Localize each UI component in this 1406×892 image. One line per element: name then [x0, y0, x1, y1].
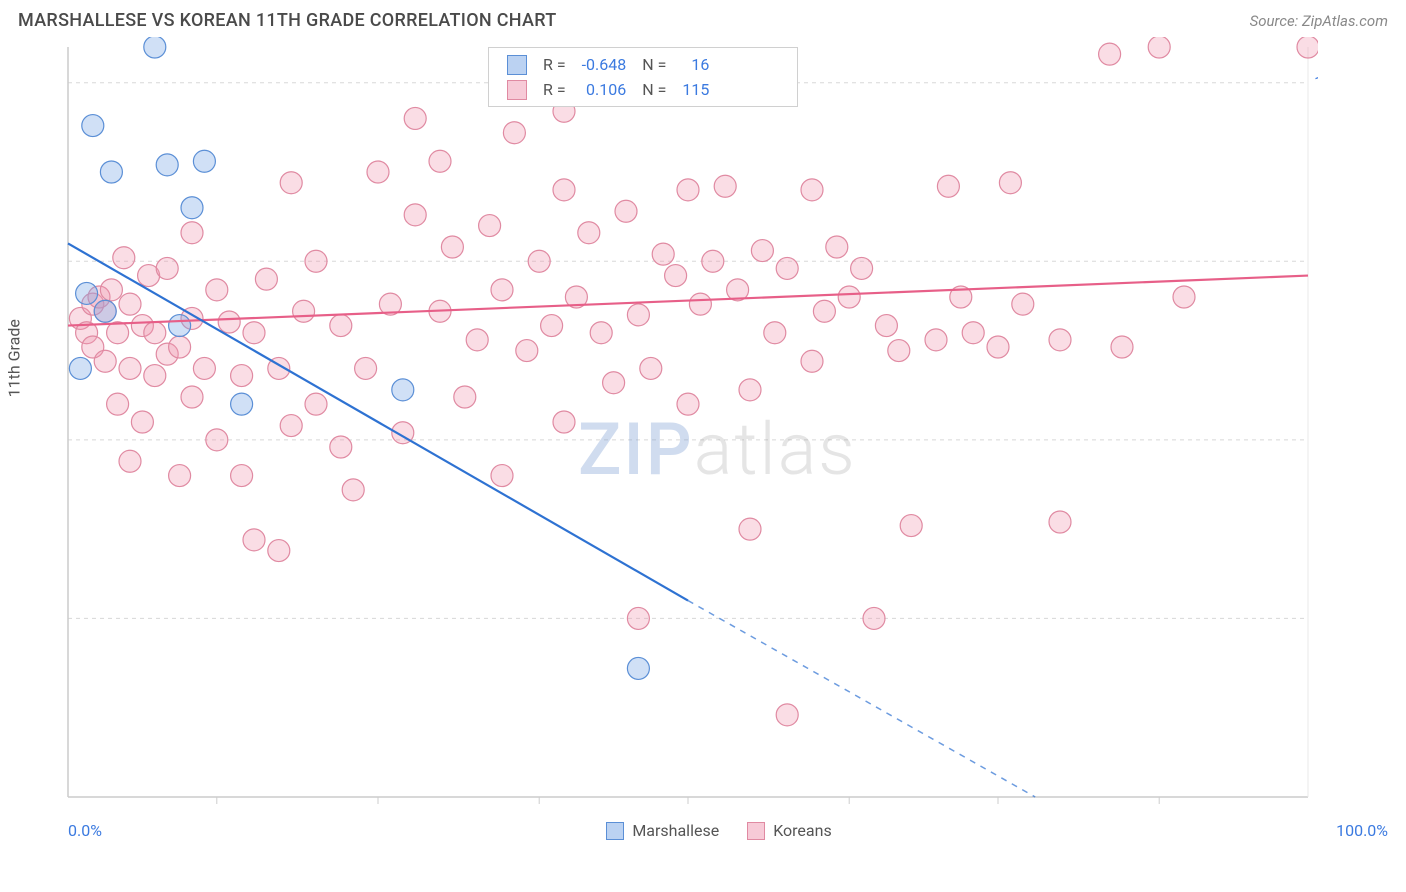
legend-row-koreans: R = 0.106 N = 115: [499, 77, 717, 102]
r-value: 0.106: [574, 77, 635, 102]
bottom-legend: Marshallese Koreans: [606, 821, 831, 840]
legend-swatch-icon: [747, 822, 765, 840]
scatter-plot: 85.0%90.0%95.0%100.0%: [18, 37, 1318, 817]
chart-title: MARSHALLESE VS KOREAN 11TH GRADE CORRELA…: [18, 10, 557, 31]
chart-area: 11th Grade 85.0%90.0%95.0%100.0% ZIPatla…: [18, 37, 1388, 817]
legend-item-koreans: Koreans: [747, 821, 832, 840]
x-axis-right-label: 100.0%: [1336, 821, 1388, 840]
chart-source: Source: ZipAtlas.com: [1250, 12, 1388, 30]
legend-label: Koreans: [773, 821, 832, 840]
legend-swatch-icon: [507, 80, 527, 100]
x-axis-row: 0.0% Marshallese Koreans 100.0%: [0, 817, 1406, 840]
n-label: N =: [634, 52, 674, 77]
legend-item-marshallese: Marshallese: [606, 821, 719, 840]
svg-text:100.0%: 100.0%: [1314, 73, 1318, 92]
correlation-legend: R = -0.648 N = 16 R = 0.106 N = 115: [488, 47, 798, 107]
n-label: N =: [634, 77, 674, 102]
legend-label: Marshallese: [632, 821, 719, 840]
r-label: R =: [535, 77, 574, 102]
r-value: -0.648: [574, 52, 635, 77]
legend-row-marshallese: R = -0.648 N = 16: [499, 52, 717, 77]
n-value: 16: [674, 52, 717, 77]
y-axis-label: 11th Grade: [5, 319, 24, 397]
chart-header: MARSHALLESE VS KOREAN 11TH GRADE CORRELA…: [0, 0, 1406, 37]
n-value: 115: [674, 77, 717, 102]
legend-swatch-icon: [507, 55, 527, 75]
legend-swatch-icon: [606, 822, 624, 840]
x-axis-left-label: 0.0%: [68, 821, 102, 840]
r-label: R =: [535, 52, 574, 77]
